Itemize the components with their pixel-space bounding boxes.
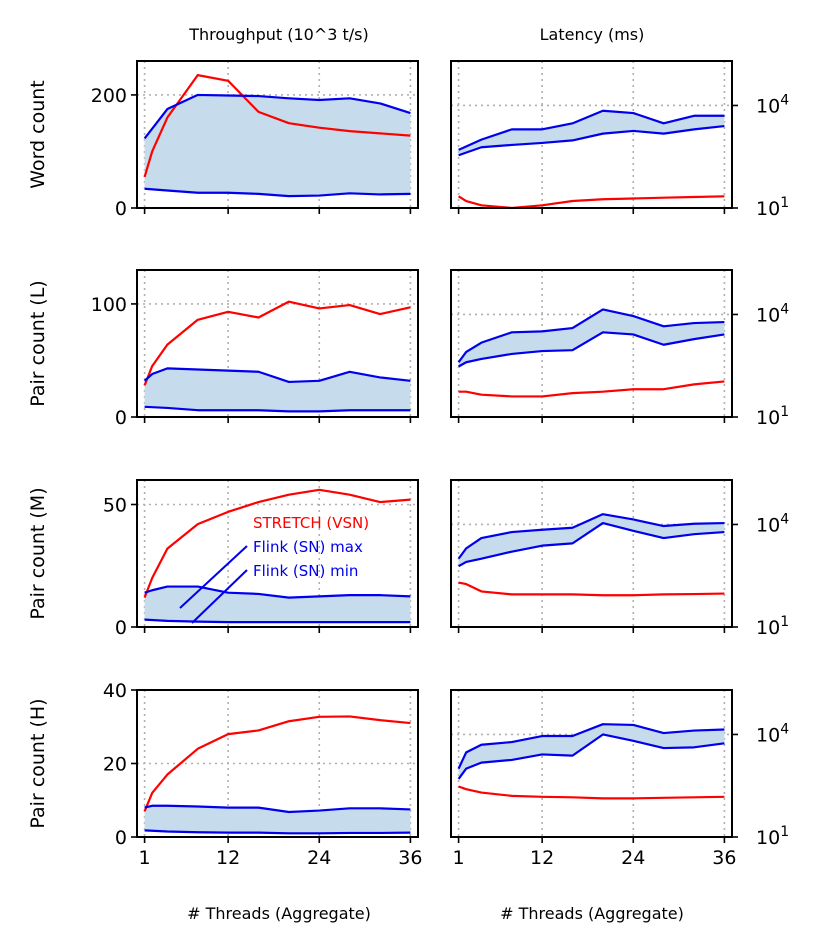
x-tick-label: 1 [139,847,151,869]
plot-frame [450,60,733,209]
panel-6: 101 104 [450,479,789,639]
y-tick-label: 104 [756,721,789,746]
series-line-stretch [458,195,725,210]
panel-7: 1 12 24 36 0 20 40 Pair count (H) [27,680,422,869]
y-tick-exponent: 1 [780,824,789,840]
y-tick-label: 104 [756,301,789,326]
y-tick-label: 0 [115,617,127,639]
legend-entry-1: STRETCH (VSN) [253,514,369,532]
series-line-flink-max [143,367,411,384]
flink-range-band [458,724,725,779]
y-tick-exponent: 4 [780,301,789,317]
legend: STRETCH (VSN) Flink (SN) max Flink (SN) mi… [179,514,369,624]
panel-8: 1 12 24 36 101 104 [450,689,789,869]
y-tick-label: 104 [756,511,789,536]
series-line-flink-min [144,405,411,413]
legend-pointer-max [179,545,248,609]
series-line-flink-min [144,829,411,835]
series-line-flink-max [457,308,725,363]
series-line-flink-max [143,93,411,140]
x-tick-label: 24 [621,847,645,869]
series-line-flink-min [457,733,725,780]
y-axis-label: Pair count (M) [27,487,49,619]
y-tick-label: 101 [756,195,789,220]
series-line-flink-max [458,109,725,151]
x-tick-label: 36 [712,847,736,869]
flink-range-band [144,805,411,834]
series-line-flink-max [144,804,411,814]
series-line-stretch [143,300,411,386]
y-tick-exponent: 4 [780,721,789,737]
panel-2: 101 104 [450,60,789,220]
series-line-stretch [458,581,725,597]
legend-entry-2: Flink (SN) max [253,538,363,556]
y-tick-exponent: 1 [780,404,789,420]
flink-range-band [144,368,411,412]
x-tick-label: 36 [398,847,422,869]
x-tick-label: 24 [307,847,331,869]
plot-frame [450,269,733,418]
series-line-flink-min [458,124,725,157]
panel-5: 0 50 Pair count (M) STRETCH (VSN) Flink (SN)… [27,479,419,639]
y-tick-label: 40 [103,680,127,702]
plot-frame [450,689,733,838]
flink-range-band [458,514,725,567]
y-tick-label: 0 [115,827,127,849]
y-tick-exponent: 4 [780,92,789,108]
x-tick-label: 12 [530,847,554,869]
panel-3: 0 100 Pair count (L) [27,269,419,429]
series-line-stretch [458,785,725,800]
y-tick-exponent: 1 [780,195,789,211]
panel-1: 0 200 Word count [27,60,419,220]
series-line-flink-max [457,723,725,770]
series-line-stretch [143,488,411,598]
y-tick-label: 101 [756,404,789,429]
x-axis-label-right: # Threads (Aggregate) [500,904,684,923]
column-title-throughput: Throughput (10^3 t/s) [188,25,369,44]
y-axis-label: Pair count (H) [27,698,49,828]
flink-range-band [144,94,411,197]
y-tick-label: 101 [756,824,789,849]
series-line-stretch [143,715,411,812]
series-line-flink-min [458,331,725,368]
y-tick-label: 104 [756,92,789,117]
series-line-flink-min [458,521,725,568]
y-tick-label: 100 [91,294,127,316]
panel-4: 101 104 [450,269,789,429]
x-tick-label: 12 [216,847,240,869]
y-tick-exponent: 1 [780,614,789,630]
series-line-flink-max [144,585,411,599]
y-tick-label: 20 [103,754,127,776]
column-title-latency: Latency (ms) [540,25,645,44]
y-tick-label: 200 [91,85,127,107]
plot-frame [450,479,733,628]
plot-frame [136,60,419,209]
y-tick-label: 0 [115,198,127,220]
series-line-flink-min [144,187,411,198]
y-tick-label: 0 [115,407,127,429]
y-tick-label: 101 [756,614,789,639]
series-line-stretch [143,74,411,178]
x-axis-label-left: # Threads (Aggregate) [187,904,371,923]
x-tick-label: 1 [453,847,465,869]
series-line-stretch [458,380,725,398]
legend-pointer-min [191,569,248,624]
y-axis-label: Word count [27,80,49,188]
plot-frame [136,479,419,628]
legend-entry-3: Flink (SN) min [253,562,358,580]
y-axis-label: Pair count (L) [27,280,49,406]
plot-frame [136,269,419,418]
y-tick-exponent: 4 [780,511,789,527]
series-line-flink-max [457,513,725,560]
y-tick-label: 50 [103,495,127,517]
series-line-flink-min [144,618,411,624]
